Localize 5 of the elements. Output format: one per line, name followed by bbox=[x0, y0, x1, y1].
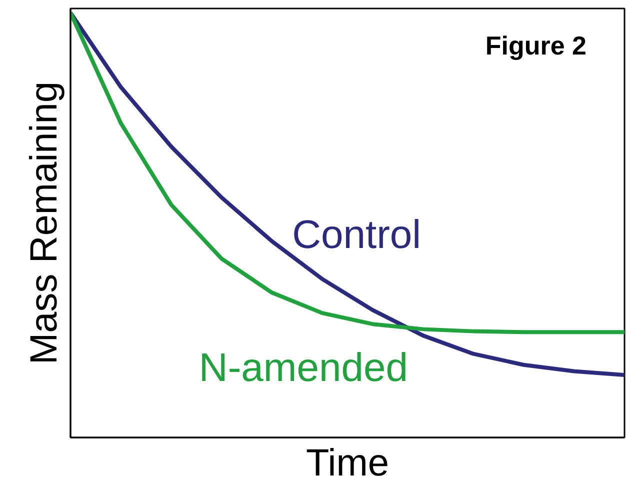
y-axis-title: Mass Remaining bbox=[24, 82, 66, 364]
series-label: Control bbox=[292, 213, 422, 258]
x-axis-title: Time bbox=[306, 442, 390, 484]
series-label: N-amended bbox=[198, 346, 408, 390]
text: Figure 2 bbox=[485, 30, 587, 60]
